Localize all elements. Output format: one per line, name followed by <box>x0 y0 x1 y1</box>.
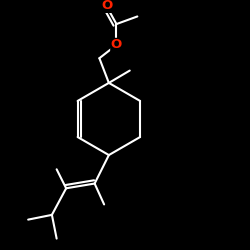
Text: O: O <box>101 0 112 12</box>
Text: O: O <box>111 38 122 52</box>
